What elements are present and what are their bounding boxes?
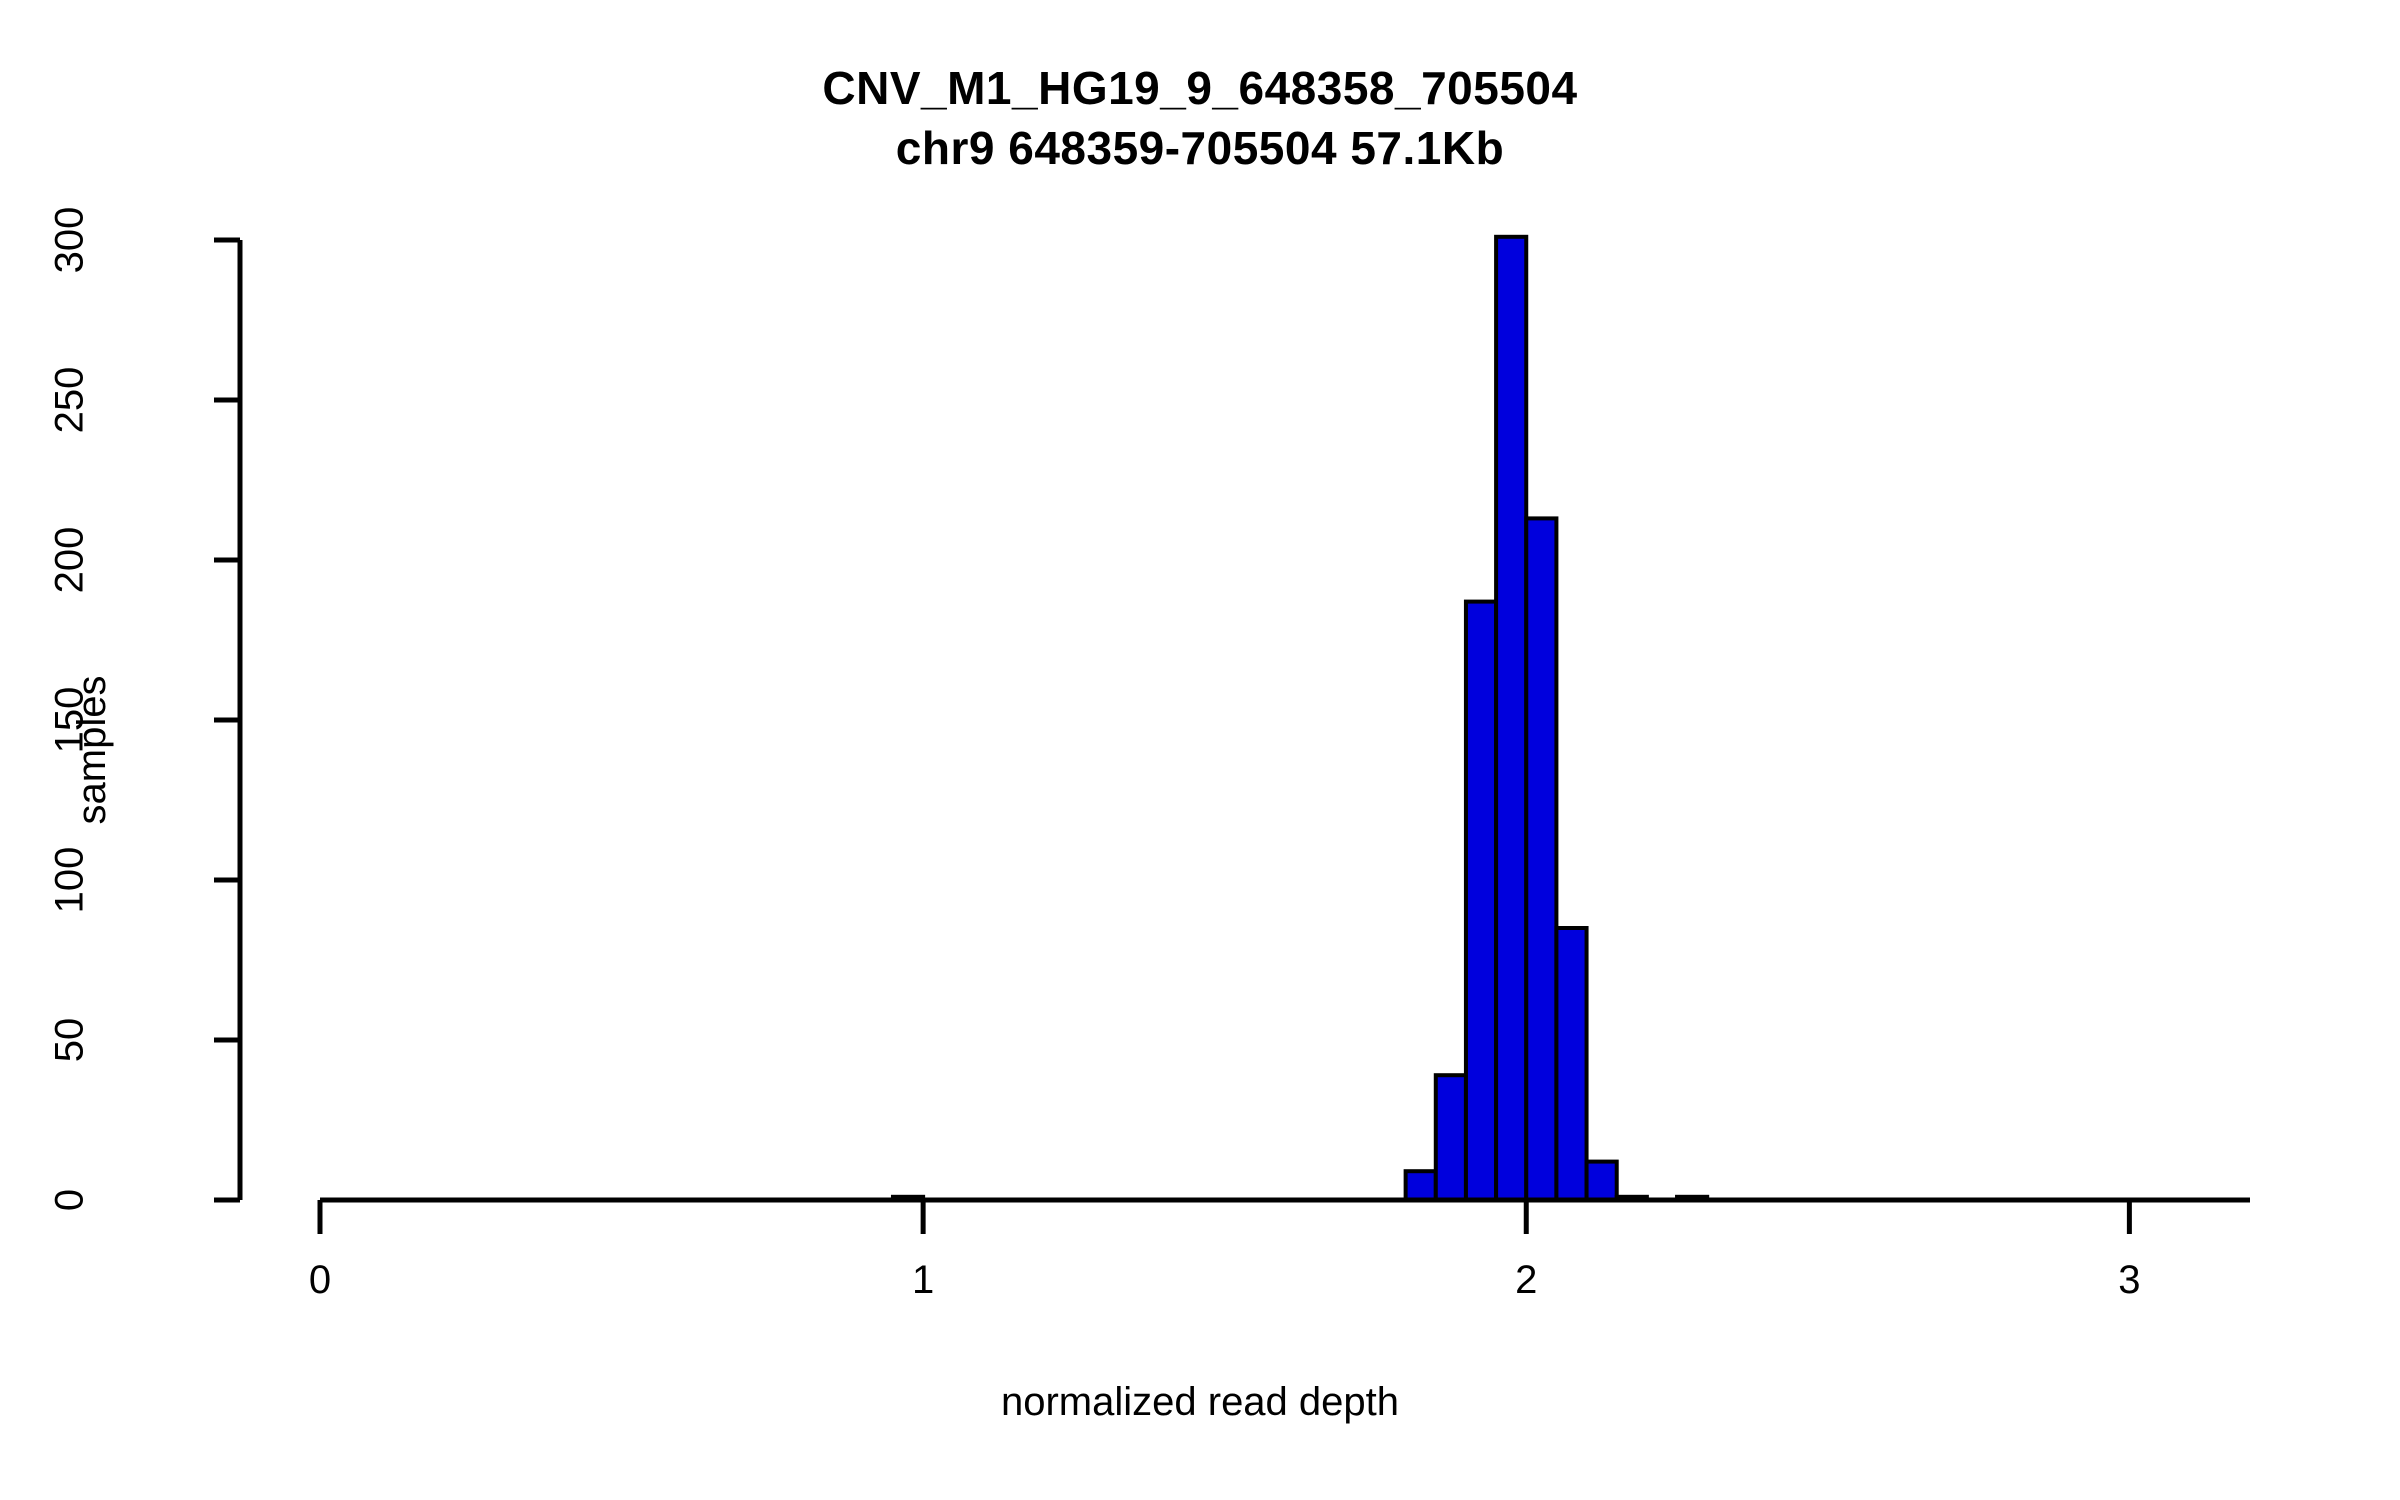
x-tick-label: 0 — [308, 1258, 332, 1302]
histogram-bar — [1433, 1073, 1468, 1202]
x-tick-label: 2 — [1515, 1258, 1538, 1302]
histogram-bar — [1554, 926, 1589, 1202]
histogram-bar — [1524, 516, 1559, 1202]
histogram-bar — [1463, 599, 1499, 1202]
y-tick-label: 300 — [47, 206, 92, 274]
x-axis-label: normalized read depth — [1000, 1380, 1400, 1424]
x-tick-label: 3 — [2118, 1258, 2141, 1302]
bars-layer — [890, 234, 1710, 1203]
axes-layer — [214, 237, 2250, 1234]
histogram-bar — [1494, 234, 1529, 1203]
histogram-bar — [1403, 1169, 1438, 1202]
x-tick-label: 1 — [912, 1258, 935, 1302]
histogram-bar — [1584, 1159, 1619, 1202]
